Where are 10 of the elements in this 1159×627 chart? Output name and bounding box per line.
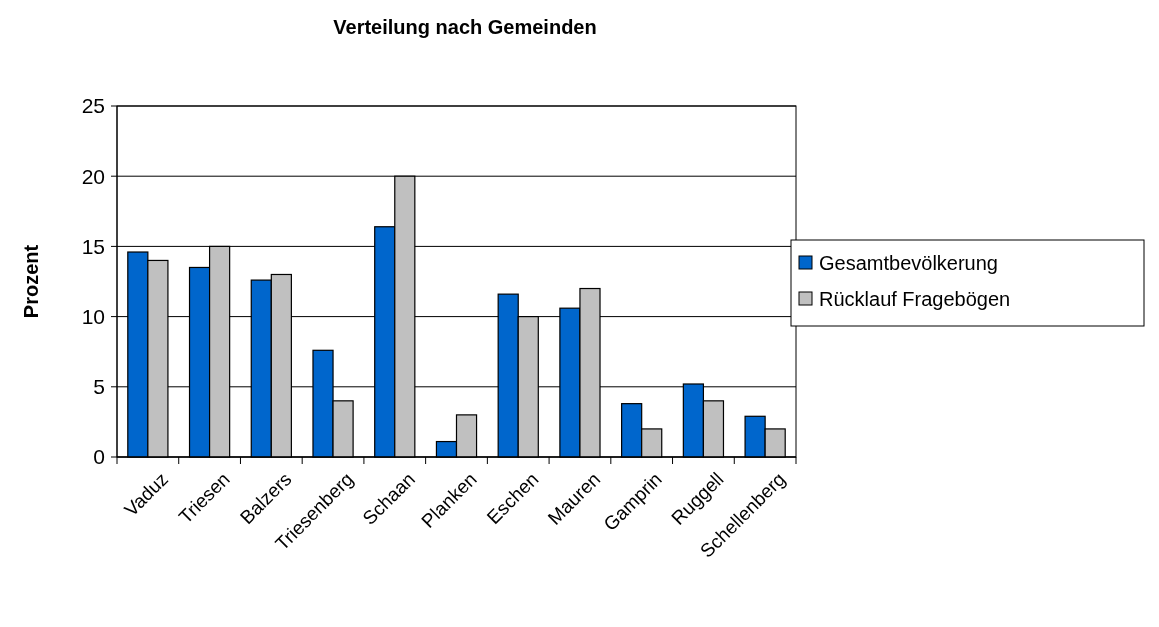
chart-title: Verteilung nach Gemeinden (333, 16, 597, 38)
legend-label: Gesamtbevölkerung (819, 252, 998, 274)
y-tick-label: 5 (93, 375, 105, 399)
y-tick-label: 15 (81, 234, 105, 258)
y-tick-label: 20 (81, 164, 105, 188)
y-axis-title: Prozent (20, 244, 42, 319)
y-tick-label: 10 (81, 304, 105, 328)
y-tick-label: 0 (93, 445, 105, 469)
y-tick-label: 25 (81, 94, 105, 118)
legend-label: Rücklauf Fragebögen (819, 288, 1011, 310)
